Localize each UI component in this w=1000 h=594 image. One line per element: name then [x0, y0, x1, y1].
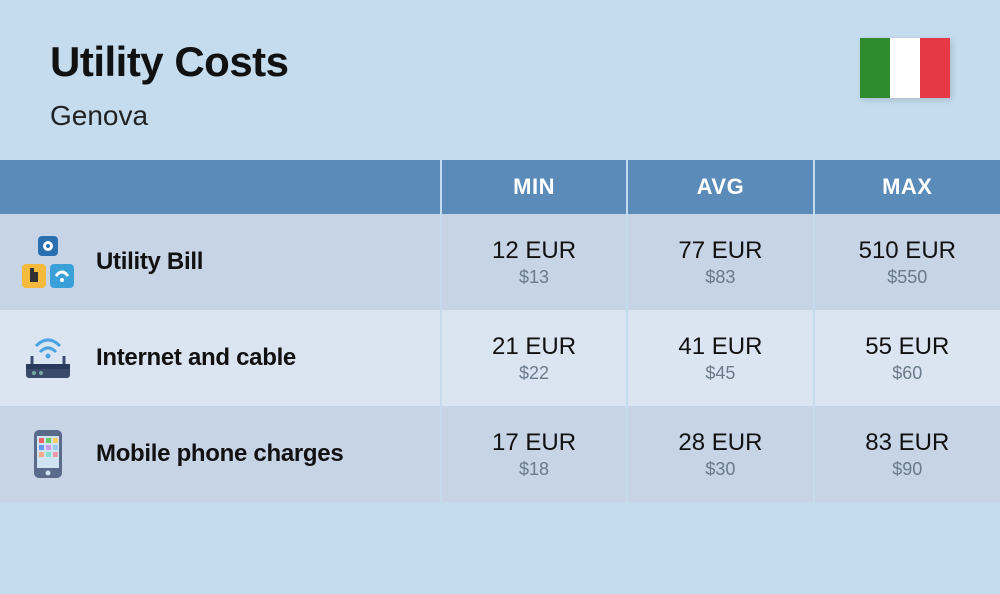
table-header-max: MAX	[814, 160, 1000, 214]
page-subtitle: Genova	[50, 100, 289, 132]
router-icon	[18, 328, 78, 388]
value-primary: 510 EUR	[815, 237, 1000, 265]
row-label: Mobile phone charges	[96, 440, 343, 468]
row-label: Internet and cable	[96, 344, 296, 372]
value-secondary: $30	[628, 459, 812, 480]
value-secondary: $90	[815, 459, 1000, 480]
table-header-row: MIN AVG MAX	[0, 160, 1000, 214]
cell-avg: 41 EUR $45	[627, 310, 813, 406]
value-primary: 21 EUR	[442, 333, 626, 361]
value-primary: 28 EUR	[628, 429, 812, 457]
flag-stripe-white	[890, 38, 920, 98]
value-secondary: $60	[815, 363, 1000, 384]
flag-stripe-green	[860, 38, 890, 98]
table-header-avg: AVG	[627, 160, 813, 214]
cell-min: 21 EUR $22	[441, 310, 627, 406]
value-secondary: $45	[628, 363, 812, 384]
value-primary: 12 EUR	[442, 237, 626, 265]
value-primary: 83 EUR	[815, 429, 1000, 457]
header: Utility Costs Genova	[0, 0, 1000, 160]
italy-flag-icon	[860, 38, 950, 98]
cell-min: 17 EUR $18	[441, 406, 627, 502]
utility-costs-table: MIN AVG MAX Utility Bill 12 EUR $1377 EU…	[0, 160, 1000, 502]
table-header-min: MIN	[441, 160, 627, 214]
row-label-cell: Internet and cable	[0, 310, 441, 406]
flag-stripe-red	[920, 38, 950, 98]
cell-max: 55 EUR $60	[814, 310, 1000, 406]
value-primary: 17 EUR	[442, 429, 626, 457]
row-label-cell: Mobile phone charges	[0, 406, 441, 502]
cell-avg: 28 EUR $30	[627, 406, 813, 502]
value-primary: 55 EUR	[815, 333, 1000, 361]
table-row: Mobile phone charges 17 EUR $1828 EUR $3…	[0, 406, 1000, 502]
cell-min: 12 EUR $13	[441, 214, 627, 310]
cell-avg: 77 EUR $83	[627, 214, 813, 310]
header-left: Utility Costs Genova	[50, 38, 289, 132]
row-label-cell: Utility Bill	[0, 214, 441, 310]
cell-max: 510 EUR $550	[814, 214, 1000, 310]
cell-max: 83 EUR $90	[814, 406, 1000, 502]
value-primary: 41 EUR	[628, 333, 812, 361]
value-secondary: $18	[442, 459, 626, 480]
table-row: Internet and cable 21 EUR $2241 EUR $455…	[0, 310, 1000, 406]
table-row: Utility Bill 12 EUR $1377 EUR $83510 EUR…	[0, 214, 1000, 310]
value-secondary: $22	[442, 363, 626, 384]
utility-icon	[18, 232, 78, 292]
table-header-empty	[0, 160, 441, 214]
row-label: Utility Bill	[96, 248, 203, 276]
page-title: Utility Costs	[50, 38, 289, 86]
value-secondary: $83	[628, 267, 812, 288]
value-primary: 77 EUR	[628, 237, 812, 265]
value-secondary: $550	[815, 267, 1000, 288]
phone-icon	[18, 424, 78, 484]
value-secondary: $13	[442, 267, 626, 288]
